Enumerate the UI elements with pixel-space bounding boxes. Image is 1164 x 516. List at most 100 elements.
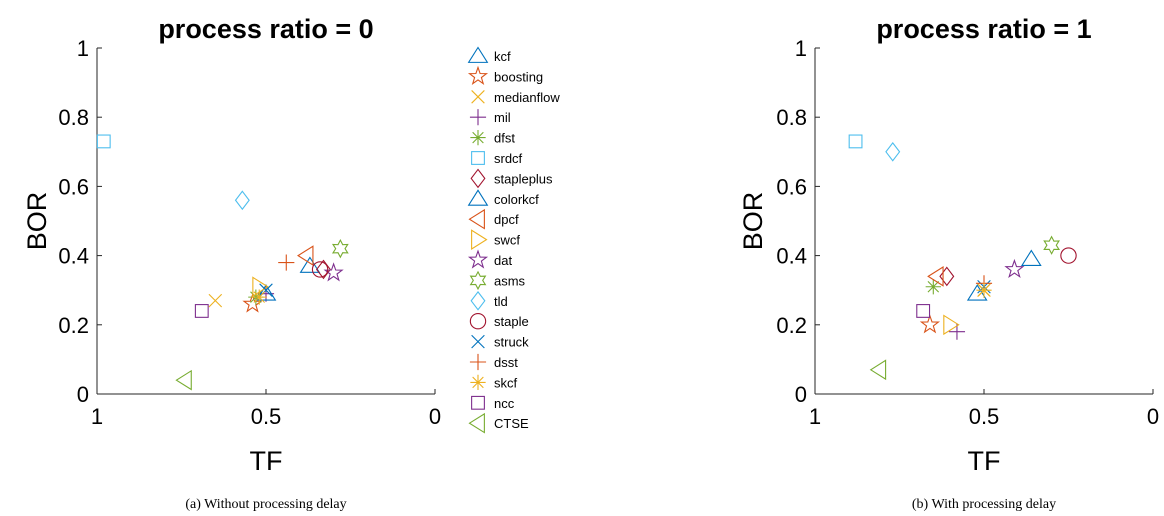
y-tick-label: 0.4 bbox=[58, 244, 89, 269]
data-point-skcf bbox=[976, 282, 992, 298]
legend-marker-tld bbox=[470, 290, 486, 311]
legend-marker-staple bbox=[469, 313, 487, 330]
data-point-dat bbox=[1004, 258, 1025, 279]
caption-a: (a) Without processing delay bbox=[185, 497, 346, 512]
legend-label: dfst bbox=[494, 131, 515, 146]
legend-label: tld bbox=[494, 294, 508, 309]
legend-marker-mil bbox=[469, 109, 487, 126]
legend-item-swcf: swcf bbox=[471, 229, 520, 250]
legend-marker-dat bbox=[467, 249, 489, 269]
legend: kcf boosting medianflow mil dfst srdcf staplep… bbox=[466, 44, 604, 438]
data-point-dpcf bbox=[297, 245, 314, 266]
data-point-ncc bbox=[916, 304, 931, 318]
y-tick-label: 0.4 bbox=[776, 244, 807, 269]
legend-label: medianflow bbox=[494, 90, 560, 105]
x-axis-label-a: TF bbox=[250, 446, 283, 476]
y-tick-label: 0.2 bbox=[776, 313, 807, 338]
legend-label: staple bbox=[494, 314, 529, 329]
x-tick-label: 1 bbox=[91, 404, 103, 429]
chart-panel-b: process ratio = 1 00.20.40.60.81 1 0.5 0 T… bbox=[738, 14, 1159, 476]
data-point-swcf bbox=[252, 276, 269, 298]
legend-box bbox=[466, 44, 604, 438]
data-point-dpcf bbox=[927, 266, 944, 287]
data-point-ctse bbox=[869, 359, 887, 381]
legend-item-skcf: skcf bbox=[470, 374, 518, 391]
data-point-colorkcf bbox=[255, 284, 277, 301]
y-tick-label: 1 bbox=[77, 36, 89, 61]
y-axis-b: 0 0.2 0.4 0.6 0.8 1 bbox=[776, 36, 820, 407]
legend-item-ncc: ncc bbox=[471, 395, 515, 411]
legend-marker-dsst bbox=[469, 353, 487, 371]
legend-item-dpcf: dpcf bbox=[468, 208, 519, 230]
data-point-staple bbox=[311, 261, 329, 278]
legend-label: boosting bbox=[494, 69, 543, 84]
legend-item-struck: struck bbox=[471, 334, 529, 350]
legend-label: dat bbox=[494, 253, 512, 268]
legend-item-asms: asms bbox=[469, 270, 526, 291]
legend-marker-skcf bbox=[470, 374, 486, 391]
data-point-kcf bbox=[299, 256, 321, 273]
legend-marker-colorkcf bbox=[467, 189, 489, 206]
legend-marker-kcf bbox=[467, 46, 489, 63]
legend-label: ncc bbox=[494, 396, 515, 411]
y-tick-label: 0.6 bbox=[58, 174, 89, 199]
x-tick-label: 1 bbox=[809, 404, 821, 429]
caption-b: (b) With processing delay bbox=[912, 497, 1056, 512]
data-point-kcf bbox=[1020, 249, 1042, 266]
data-points-a bbox=[96, 134, 349, 391]
legend-item-colorkcf: colorkcf bbox=[467, 189, 539, 207]
data-point-asms bbox=[1043, 235, 1060, 255]
data-point-skcf bbox=[251, 289, 267, 305]
legend-label: colorkcf bbox=[494, 192, 539, 207]
legend-marker-stapleplus bbox=[470, 168, 486, 189]
data-points-b bbox=[848, 134, 1077, 381]
legend-label: srdcf bbox=[494, 151, 523, 166]
data-point-stapleplus bbox=[315, 259, 331, 280]
data-point-ncc bbox=[194, 304, 209, 318]
data-point-tld bbox=[234, 190, 250, 211]
legend-item-staple: staple bbox=[469, 313, 529, 330]
data-point-tld bbox=[885, 141, 901, 162]
x-axis-label-b: TF bbox=[968, 446, 1001, 476]
legend-item-boosting: boosting bbox=[467, 65, 543, 85]
legend-item-stapleplus: stapleplus bbox=[470, 168, 553, 189]
y-axis-a: 0 0.2 0.4 0.6 0.8 1 bbox=[58, 36, 102, 407]
legend-item-srdcf: srdcf bbox=[471, 151, 523, 166]
plot-area-b bbox=[815, 48, 1153, 394]
legend-marker-struck bbox=[471, 334, 485, 349]
y-tick-label: 0 bbox=[795, 382, 807, 407]
legend-marker-ctse bbox=[468, 412, 485, 434]
plot-area-a bbox=[97, 48, 435, 394]
x-tick-label: 0 bbox=[1147, 404, 1159, 429]
legend-label: swcf bbox=[494, 233, 520, 248]
data-point-dfst bbox=[925, 279, 941, 295]
y-tick-label: 1 bbox=[795, 36, 807, 61]
data-point-asms bbox=[331, 238, 349, 259]
x-axis-b: 1 0.5 0 bbox=[809, 389, 1159, 429]
x-tick-label: 0 bbox=[429, 404, 441, 429]
legend-label: mil bbox=[494, 110, 511, 125]
legend-label: stapleplus bbox=[494, 171, 553, 186]
legend-marker-dfst bbox=[470, 129, 486, 146]
y-axis-label-b: BOR bbox=[738, 192, 768, 251]
legend-marker-ncc bbox=[471, 395, 485, 410]
legend-marker-swcf bbox=[471, 229, 488, 250]
chart-panel-a: process ratio = 0 00.20.40.60.81 1 0.5 0 T… bbox=[22, 14, 441, 476]
legend-item-ctse: CTSE bbox=[468, 412, 529, 434]
y-tick-label: 0.8 bbox=[776, 105, 807, 130]
legend-item-tld: tld bbox=[470, 290, 508, 311]
data-point-dsst bbox=[278, 254, 295, 271]
legend-label: dpcf bbox=[494, 212, 519, 227]
legend-marker-boosting bbox=[467, 65, 489, 85]
legend-label: kcf bbox=[494, 49, 511, 64]
legend-label: struck bbox=[494, 335, 529, 350]
legend-item-dsst: dsst bbox=[469, 353, 518, 371]
x-tick-label: 0.5 bbox=[251, 404, 282, 429]
chart-title-a: process ratio = 0 bbox=[158, 14, 373, 44]
legend-item-dat: dat bbox=[467, 249, 512, 269]
legend-label: dsst bbox=[494, 355, 518, 370]
y-tick-label: 0.6 bbox=[776, 174, 807, 199]
data-point-medianflow bbox=[208, 293, 223, 308]
legend-label: skcf bbox=[494, 375, 518, 390]
